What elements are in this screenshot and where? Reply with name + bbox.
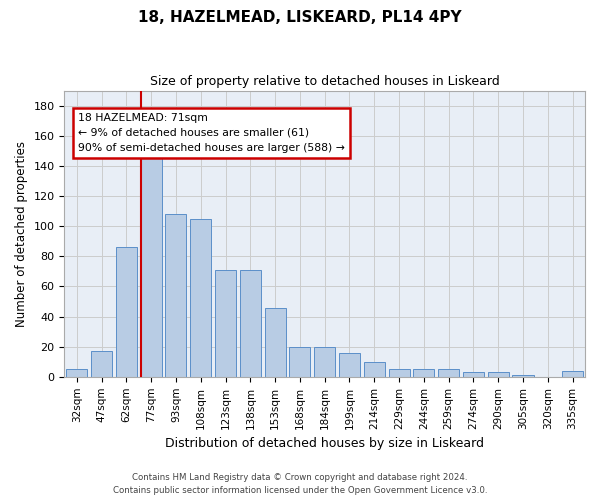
Bar [438, 370, 459, 377]
Title: Size of property relative to detached houses in Liskeard: Size of property relative to detached ho… [150, 75, 500, 88]
Bar [364, 362, 385, 377]
Bar [140, 157, 162, 377]
Bar [91, 351, 112, 377]
Bar [166, 214, 187, 377]
Bar [488, 372, 509, 377]
Text: Contains HM Land Registry data © Crown copyright and database right 2024.
Contai: Contains HM Land Registry data © Crown c… [113, 474, 487, 495]
Bar [215, 270, 236, 377]
Bar [66, 370, 88, 377]
Bar [339, 352, 360, 377]
Text: 18 HAZELMEAD: 71sqm
← 9% of detached houses are smaller (61)
90% of semi-detache: 18 HAZELMEAD: 71sqm ← 9% of detached hou… [78, 113, 345, 153]
Bar [190, 218, 211, 377]
Bar [289, 346, 310, 377]
Bar [265, 308, 286, 377]
Bar [389, 370, 410, 377]
Bar [413, 370, 434, 377]
Bar [463, 372, 484, 377]
Bar [562, 371, 583, 377]
Bar [116, 247, 137, 377]
Bar [512, 376, 533, 377]
Y-axis label: Number of detached properties: Number of detached properties [15, 140, 28, 326]
Bar [240, 270, 261, 377]
Text: 18, HAZELMEAD, LISKEARD, PL14 4PY: 18, HAZELMEAD, LISKEARD, PL14 4PY [138, 10, 462, 25]
Bar [314, 346, 335, 377]
X-axis label: Distribution of detached houses by size in Liskeard: Distribution of detached houses by size … [165, 437, 484, 450]
